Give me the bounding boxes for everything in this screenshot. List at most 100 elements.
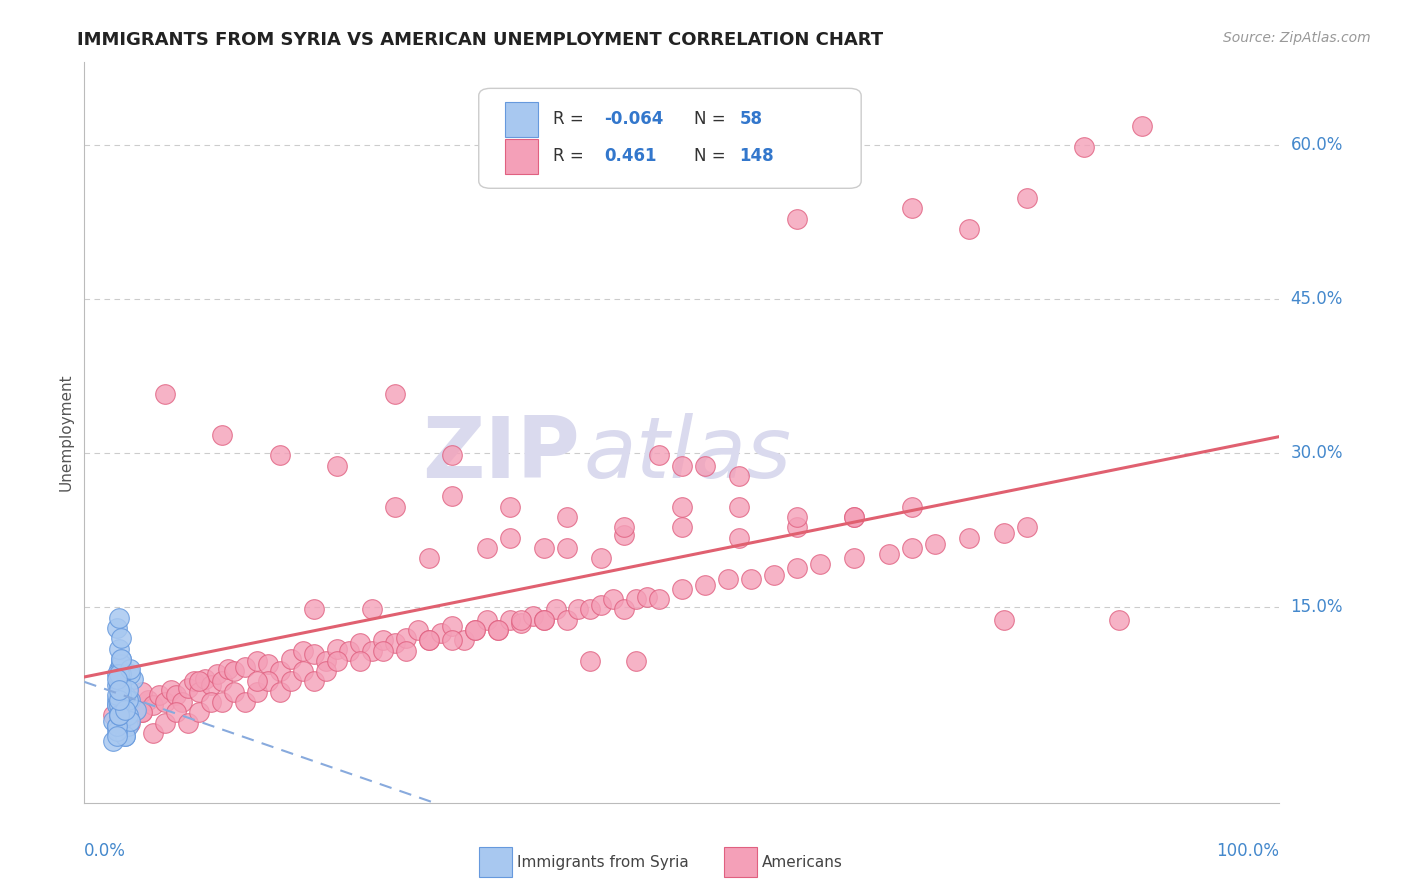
Point: [217, 662, 239, 676]
Point: [957, 531, 980, 545]
Point: [613, 520, 636, 534]
Point: [349, 654, 371, 668]
Point: [125, 703, 148, 717]
Point: [337, 643, 360, 657]
Point: [648, 592, 671, 607]
Point: [441, 633, 464, 648]
Text: 58: 58: [740, 111, 762, 128]
Point: [183, 674, 205, 689]
Point: [120, 715, 142, 730]
Point: [900, 500, 922, 514]
Point: [131, 706, 153, 720]
Point: [105, 719, 128, 733]
Text: 60.0%: 60.0%: [1291, 136, 1343, 153]
Point: [108, 708, 131, 723]
Text: 100.0%: 100.0%: [1216, 842, 1279, 860]
Point: [453, 633, 475, 648]
Bar: [505, 102, 538, 137]
Point: [101, 708, 124, 723]
Point: [142, 726, 165, 740]
Point: [101, 734, 124, 748]
Text: 30.0%: 30.0%: [1291, 444, 1343, 462]
Point: [808, 558, 831, 572]
Point: [360, 602, 382, 616]
Point: [315, 654, 337, 668]
Point: [222, 685, 245, 699]
Point: [624, 654, 647, 668]
Point: [153, 386, 176, 401]
Point: [170, 695, 193, 709]
Point: [762, 567, 785, 582]
Point: [269, 685, 291, 699]
Point: [648, 448, 671, 462]
Point: [108, 698, 131, 712]
Point: [105, 698, 128, 712]
Point: [148, 688, 170, 702]
Point: [153, 715, 176, 730]
Point: [114, 729, 136, 743]
Point: [117, 708, 139, 723]
Point: [108, 673, 131, 687]
Point: [108, 682, 131, 697]
Point: [120, 695, 142, 709]
Point: [291, 664, 314, 678]
Text: 0.461: 0.461: [605, 147, 657, 165]
Point: [114, 703, 136, 717]
Point: [957, 222, 980, 236]
Point: [108, 662, 131, 676]
Point: [475, 541, 498, 555]
Bar: [479, 847, 512, 877]
Text: 15.0%: 15.0%: [1291, 599, 1343, 616]
Point: [246, 674, 269, 689]
Point: [177, 715, 200, 730]
Point: [110, 657, 132, 671]
Point: [105, 729, 128, 743]
Point: [105, 667, 128, 681]
Point: [108, 698, 131, 712]
Point: [302, 674, 325, 689]
Point: [114, 688, 136, 702]
Text: R =: R =: [553, 147, 589, 165]
Point: [993, 526, 1015, 541]
Point: [211, 674, 233, 689]
Point: [591, 551, 613, 566]
Point: [613, 602, 636, 616]
Point: [246, 654, 269, 668]
Point: [636, 590, 658, 604]
Text: -0.064: -0.064: [605, 111, 664, 128]
Point: [844, 510, 866, 524]
Point: [475, 613, 498, 627]
Point: [844, 551, 866, 566]
Point: [177, 681, 200, 695]
Point: [993, 613, 1015, 627]
Point: [233, 660, 256, 674]
Point: [486, 623, 509, 637]
Text: atlas: atlas: [583, 413, 792, 496]
Point: [257, 674, 280, 689]
Point: [740, 572, 762, 586]
Point: [406, 623, 429, 637]
Point: [108, 708, 131, 723]
Point: [110, 682, 132, 697]
Point: [786, 510, 808, 524]
Point: [1108, 613, 1130, 627]
Point: [120, 662, 142, 676]
Text: R =: R =: [553, 111, 589, 128]
Point: [108, 667, 131, 681]
Point: [384, 500, 406, 514]
Point: [114, 729, 136, 743]
Point: [877, 547, 900, 561]
Point: [510, 615, 533, 630]
Point: [114, 698, 136, 712]
Point: [269, 448, 291, 462]
Point: [194, 673, 217, 687]
Point: [120, 714, 142, 728]
Point: [544, 602, 567, 616]
Point: [105, 673, 128, 687]
Point: [159, 682, 181, 697]
Point: [280, 674, 302, 689]
Point: [1015, 191, 1038, 205]
Point: [464, 623, 486, 637]
Point: [108, 673, 131, 687]
Point: [441, 448, 464, 462]
